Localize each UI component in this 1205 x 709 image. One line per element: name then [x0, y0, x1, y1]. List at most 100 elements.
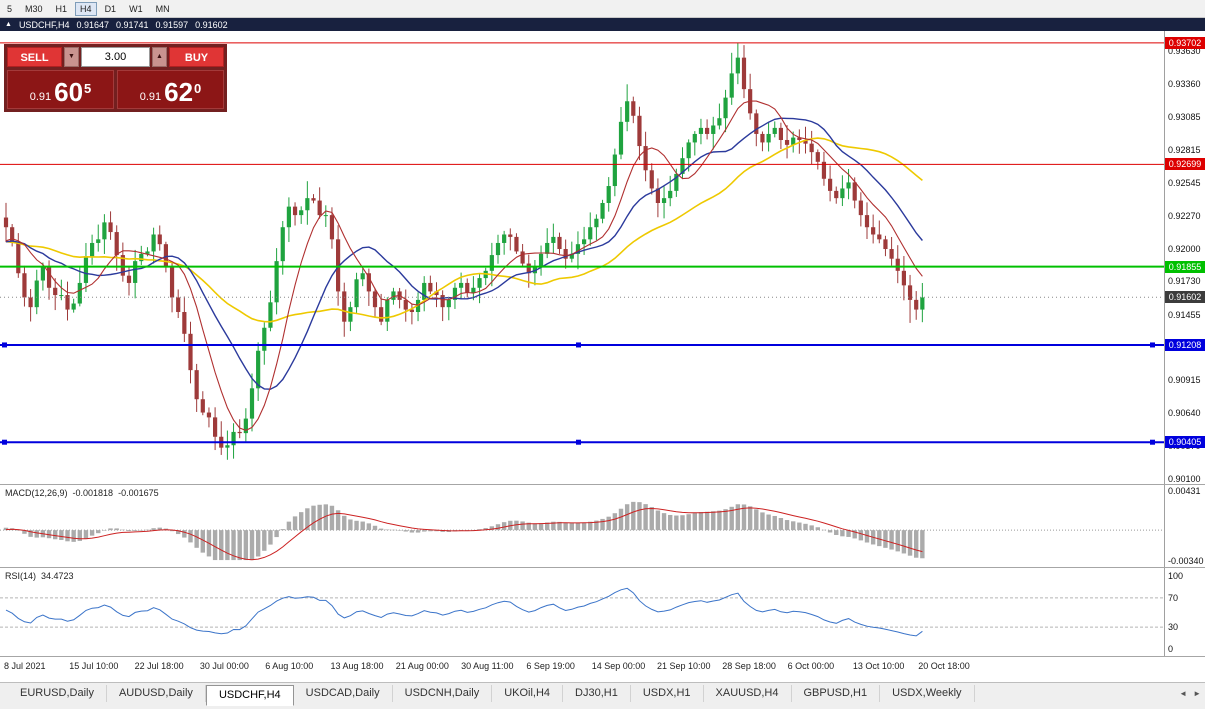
macd-plot[interactable] [0, 485, 1164, 567]
current-price-label: 0.91602 [1165, 291, 1205, 304]
chart-tab-eurusd-daily[interactable]: EURUSD,Daily [8, 685, 107, 702]
time-axis-label: 8 Jul 2021 [4, 661, 46, 671]
price-tick: 0.91730 [1168, 276, 1201, 287]
time-axis-label: 22 Jul 18:00 [134, 661, 184, 671]
ma-fast [5, 100, 923, 431]
timeframe-button-w1[interactable]: W1 [129, 3, 143, 14]
chart-tab-usdchf-h4[interactable]: USDCHF,H4 [205, 685, 294, 706]
line-handle [1150, 342, 1155, 348]
tab-scroll-arrows: ◄ ► [1179, 689, 1201, 698]
ohlc-close: 0.91602 [195, 19, 228, 30]
rsi-name: RSI(14) [5, 571, 37, 581]
time-axis-label: 21 Sep 10:00 [657, 661, 711, 671]
rsi-axis[interactable]: 100 70 30 0 [1164, 568, 1205, 656]
price-axis[interactable]: 0.93630 0.93360 0.93085 0.92815 0.92545 0.922… [1164, 31, 1205, 484]
one-click-trade-panel: SELL ▼ 3.00 ▲ BUY 0.91 60 5 0.91 62 0 [4, 44, 227, 112]
rsi-value: 34.4723 [41, 571, 74, 581]
timeframe-button-h4[interactable]: H4 [75, 1, 97, 16]
sell-button[interactable]: SELL [7, 47, 62, 67]
timeframe-button-mn[interactable]: MN [155, 3, 170, 14]
price-tick: 0.93085 [1168, 112, 1201, 123]
candles-layer [3, 43, 925, 460]
main-chart-row: 0.93630 0.93360 0.93085 0.92815 0.92545 0.922… [0, 31, 1205, 484]
sell-price[interactable]: 0.91 60 5 [7, 70, 114, 109]
price-tick: 0.90100 [1168, 473, 1201, 484]
chart-tab-usdx-h1[interactable]: USDX,H1 [631, 685, 704, 702]
hline-price-label: 0.91855 [1165, 260, 1205, 273]
hline-price-label: 0.90405 [1165, 436, 1205, 449]
macd-panel: 0.00431 -0.00340 MACD(12,26,9) -0.001818 -0… [0, 484, 1205, 567]
moving-averages-layer [5, 100, 923, 431]
candlestick-chart[interactable] [0, 31, 1164, 484]
chart-window-icon: ▲ [5, 21, 12, 28]
macd-tick: -0.00340 [1168, 556, 1204, 566]
timeframe-button-m30[interactable]: M30 [25, 3, 43, 14]
time-axis-label: 28 Sep 18:00 [722, 661, 776, 671]
chart-title-bar: ▲ USDCHF,H4 0.91647 0.91741 0.91597 0.91… [0, 18, 1205, 31]
chart-tab-usdx-weekly[interactable]: USDX,Weekly [880, 685, 975, 702]
trade-controls: SELL ▼ 3.00 ▲ BUY [7, 47, 224, 67]
macd-label: MACD(12,26,9) -0.001818 -0.001675 [5, 488, 164, 498]
buy-price-main: 62 [164, 77, 194, 107]
buy-button[interactable]: BUY [169, 47, 224, 67]
price-tick: 0.91455 [1168, 309, 1201, 320]
volume-spinner-up-icon[interactable]: ▲ [152, 47, 167, 67]
volume-input[interactable]: 3.00 [81, 47, 150, 67]
timeframe-button-5[interactable]: 5 [7, 3, 13, 14]
time-axis-label: 14 Sep 00:00 [591, 661, 646, 671]
rsi-plot[interactable] [0, 568, 1164, 656]
sell-price-prefix: 0.91 [29, 91, 52, 103]
price-tick: 0.92815 [1168, 144, 1201, 155]
price-tick: 0.90640 [1168, 408, 1201, 419]
chart-tab-xauusd-h4[interactable]: XAUUSD,H4 [704, 685, 792, 702]
chart-tab-dj30-h1[interactable]: DJ30,H1 [563, 685, 631, 702]
ohlc-open: 0.91647 [76, 19, 109, 30]
tab-scroll-left-icon[interactable]: ◄ [1179, 689, 1188, 698]
rsi-line [5, 587, 923, 637]
price-tick: 0.90915 [1168, 374, 1201, 385]
time-axis-label: 6 Oct 00:00 [787, 661, 835, 671]
chart-tab-usdcnh-daily[interactable]: USDCNH,Daily [393, 685, 493, 702]
time-axis-label: 13 Aug 18:00 [330, 661, 384, 671]
line-handle [576, 439, 581, 445]
hline-price-label: 0.93702 [1165, 36, 1205, 49]
volume-dropdown-icon[interactable]: ▼ [64, 47, 79, 67]
time-axis-label: 6 Aug 10:00 [265, 661, 314, 671]
line-handle [1150, 439, 1155, 445]
rsi-tick: 30 [1168, 622, 1179, 633]
rsi-tick: 70 [1168, 592, 1179, 603]
chart-tab-usdcad-daily[interactable]: USDCAD,Daily [294, 685, 393, 702]
time-axis-label: 15 Jul 10:00 [69, 661, 119, 671]
trade-prices: 0.91 60 5 0.91 62 0 [7, 70, 224, 109]
line-handle [2, 342, 7, 348]
rsi-tick: 100 [1168, 571, 1184, 581]
macd-value-signal: -0.001675 [118, 488, 159, 498]
macd-axis[interactable]: 0.00431 -0.00340 [1164, 485, 1205, 567]
price-tick: 0.92270 [1168, 210, 1201, 221]
ma-mid [5, 117, 923, 390]
chart-symbol-timeframe: USDCHF,H4 [18, 19, 70, 30]
ma-slow [5, 137, 923, 323]
chart-tab-audusd-daily[interactable]: AUDUSD,Daily [107, 685, 206, 702]
line-handle [2, 439, 7, 445]
chart-tab-bar: EURUSD,Daily AUDUSD,Daily USDCHF,H4 USDCAD,… [0, 682, 1205, 709]
time-axis[interactable]: 8 Jul 2021 15 Jul 10:00 22 Jul 18:00 30 Jul… [0, 656, 1205, 682]
time-axis-label: 30 Jul 00:00 [199, 661, 249, 671]
macd-name: MACD(12,26,9) [5, 488, 68, 498]
macd-value-main: -0.001818 [72, 488, 114, 498]
buy-price[interactable]: 0.91 62 0 [117, 70, 224, 109]
timeframe-toolbar: 5 M30 H1 H4 D1 W1 MN [0, 0, 1205, 18]
tab-scroll-right-icon[interactable]: ► [1193, 689, 1201, 698]
ohlc-high: 0.91741 [116, 19, 149, 30]
rsi-tick: 0 [1168, 644, 1174, 654]
timeframe-button-h1[interactable]: H1 [55, 3, 68, 14]
time-axis-label: 20 Oct 18:00 [918, 661, 970, 671]
timeframe-button-d1[interactable]: D1 [104, 3, 117, 14]
buy-price-prefix: 0.91 [139, 91, 162, 103]
time-axis-label: 30 Aug 11:00 [461, 661, 514, 671]
chart-tab-gbpusd-h1[interactable]: GBPUSD,H1 [792, 685, 881, 702]
time-axis-label: 13 Oct 10:00 [852, 661, 905, 671]
sell-price-main: 60 [54, 77, 84, 107]
chart-tab-ukoil-h4[interactable]: UKOil,H4 [492, 685, 564, 702]
